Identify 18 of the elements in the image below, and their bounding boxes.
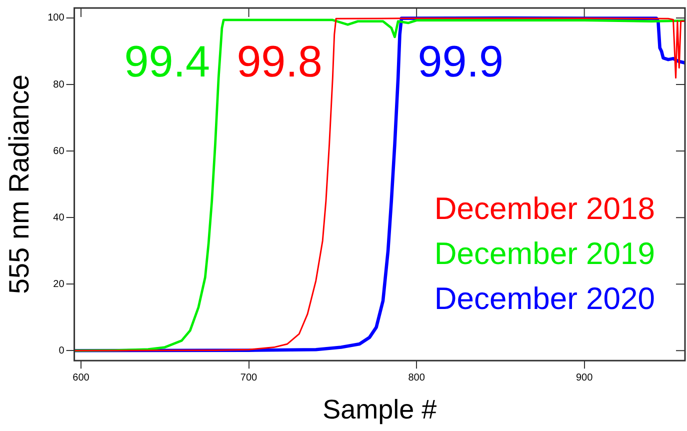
x-tick-label: 800	[408, 372, 426, 384]
y-tick-label: 80	[53, 79, 65, 90]
text: December 2018	[434, 191, 655, 226]
annotation: 99.4	[124, 38, 210, 87]
series-label: December 2020	[434, 281, 655, 316]
x-axis-title: Sample #	[322, 394, 437, 424]
annotation: 99.8	[236, 38, 322, 87]
y-tick-label: 40	[53, 212, 65, 224]
annotation: 99.9	[418, 38, 504, 87]
y-tick-label: 20	[53, 278, 65, 290]
x-tick-label: 900	[576, 372, 594, 384]
y-tick-label: 100	[48, 12, 65, 24]
y-axis-title: 555 nm Radiance	[4, 74, 35, 294]
x-tick-label: 700	[240, 372, 258, 384]
y-tick-label: 0	[58, 345, 65, 356]
y-tick-label: 60	[53, 146, 65, 157]
text: December 2019	[434, 236, 655, 272]
x-tick-label: 600	[72, 372, 90, 384]
